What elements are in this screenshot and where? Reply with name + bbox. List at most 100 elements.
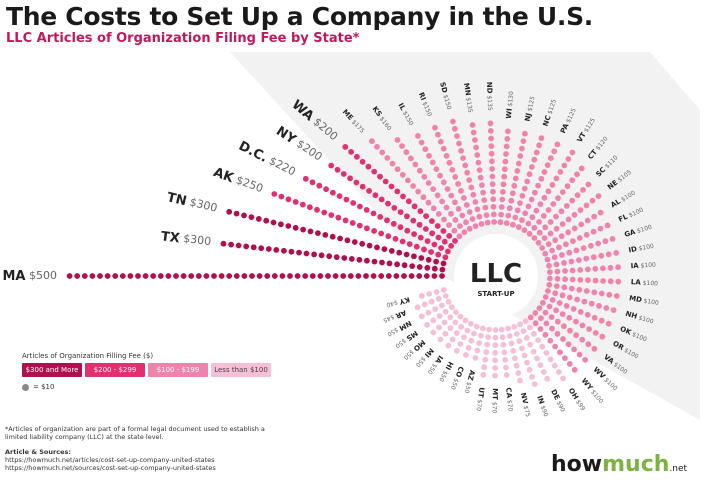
fee-dot: [438, 245, 444, 251]
state-code: GA: [623, 228, 637, 239]
fee-dot: [503, 372, 510, 378]
fee-dot: [315, 230, 321, 237]
state-bar-me: [369, 138, 463, 240]
fee-dot: [347, 273, 354, 279]
fee-dot: [476, 340, 482, 346]
fee-dot: [273, 247, 280, 253]
fee-dot: [508, 197, 515, 204]
fee-dot: [448, 210, 454, 217]
state-code: IA: [433, 354, 444, 366]
brand-much: much: [602, 452, 670, 477]
source-link-1[interactable]: https://howmuch.net/articles/cost-set-up…: [5, 456, 215, 464]
fee-dot: [404, 227, 411, 234]
fee-dot: [366, 188, 372, 194]
fee-dot: [405, 198, 412, 205]
fee-dot: [542, 250, 549, 257]
fee-dot: [579, 336, 586, 343]
fee-dot: [549, 247, 555, 254]
fee-dot: [271, 191, 278, 197]
state-code: NJ: [523, 112, 533, 122]
fee-dot: [377, 214, 384, 220]
fee-dot: [397, 209, 404, 216]
fee-dot: [381, 246, 388, 253]
state-bar-mo: [430, 309, 459, 336]
state-label: WY $100: [580, 377, 606, 405]
sources: Article & Sources: https://howmuch.net/a…: [5, 448, 216, 472]
fee-dot: [481, 197, 488, 204]
fee-dot: [445, 248, 451, 255]
fee-dot: [423, 226, 429, 232]
fee-dot: [370, 210, 377, 217]
fee-dot: [220, 240, 227, 247]
fee-dot: [483, 349, 490, 356]
fee-dot: [475, 159, 482, 166]
fee-dot: [173, 273, 179, 279]
fee-dot: [226, 208, 233, 215]
fee-dot: [529, 164, 535, 170]
fee-dot: [472, 137, 478, 143]
fee-dot: [613, 293, 620, 299]
fee-dot: [456, 233, 463, 240]
state-fee: $50: [438, 368, 450, 383]
fee-dot: [592, 330, 599, 336]
fee-dot: [559, 292, 566, 299]
state-fee: $50: [394, 336, 409, 350]
fee-dot: [553, 261, 560, 268]
fee-dot: [546, 303, 553, 310]
fee-dot: [233, 210, 240, 217]
fee-dot: [474, 347, 481, 354]
fee-dot: [433, 166, 440, 173]
fee-dot: [519, 217, 525, 224]
fee-dot: [418, 313, 425, 320]
fee-dot: [443, 204, 450, 211]
fee-dot: [588, 242, 594, 249]
fee-dot: [388, 183, 395, 190]
fee-dot: [571, 211, 578, 218]
fee-dot: [516, 338, 523, 344]
state-bar-il: [415, 133, 473, 232]
fee-dot: [492, 334, 499, 341]
fee-dot: [468, 320, 474, 327]
fee-dot: [557, 349, 563, 356]
state-bar-nv: [505, 325, 523, 384]
fee-dot: [66, 273, 73, 279]
state-fee: $90: [539, 403, 550, 418]
legend-items: $300 and More $200 - $299 $100 - $199 Le…: [22, 363, 271, 377]
fee-dot: [424, 238, 431, 245]
state-fee: $100: [634, 223, 653, 235]
state-label: CO $50: [449, 365, 465, 391]
brand-how: how: [551, 452, 603, 477]
fee-dot: [545, 207, 552, 213]
fee-dot: [602, 238, 609, 245]
fee-dot: [583, 255, 590, 262]
fee-dot: [576, 257, 582, 263]
state-bar-wa: [342, 144, 458, 244]
fee-dot: [578, 165, 585, 172]
fee-dot: [566, 249, 573, 256]
fee-dot: [378, 196, 385, 203]
fee-dot: [476, 213, 483, 220]
fee-dot: [385, 273, 392, 279]
fee-dot: [489, 173, 496, 180]
fee-dot: [456, 140, 462, 147]
fee-dot: [515, 224, 522, 231]
state-fee: $40: [385, 298, 400, 308]
state-code: AZ: [466, 369, 476, 381]
fee-dot: [250, 244, 257, 251]
fee-dot: [340, 171, 347, 177]
fee-dot: [554, 330, 561, 337]
fee-dot: [448, 192, 455, 199]
fee-dot: [540, 369, 547, 375]
fee-dot: [416, 264, 423, 270]
fee-dot: [499, 196, 506, 203]
fee-dot: [372, 192, 379, 199]
fee-dot: [374, 244, 380, 251]
fee-dot: [488, 150, 495, 157]
fee-dot: [574, 296, 580, 303]
fee-dot: [366, 242, 373, 249]
fee-dot: [446, 159, 453, 166]
fee-dot: [241, 212, 247, 219]
fee-dot: [492, 372, 498, 379]
brand-logo[interactable]: howmuch.net: [551, 452, 687, 477]
source-link-2[interactable]: https://howmuch.net/sources/cost-set-up-…: [5, 464, 216, 472]
